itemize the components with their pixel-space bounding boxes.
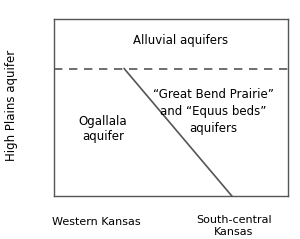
Text: Ogallala
aquifer: Ogallala aquifer bbox=[79, 115, 128, 143]
Text: Western Kansas: Western Kansas bbox=[52, 217, 140, 227]
Text: High Plains aquifer: High Plains aquifer bbox=[5, 49, 19, 161]
Text: Alluvial aquifers: Alluvial aquifers bbox=[133, 34, 228, 47]
Text: “Great Bend Prairie”
and “Equus beds”
aquifers: “Great Bend Prairie” and “Equus beds” aq… bbox=[153, 87, 274, 135]
Text: South-central
Kansas: South-central Kansas bbox=[196, 215, 272, 237]
